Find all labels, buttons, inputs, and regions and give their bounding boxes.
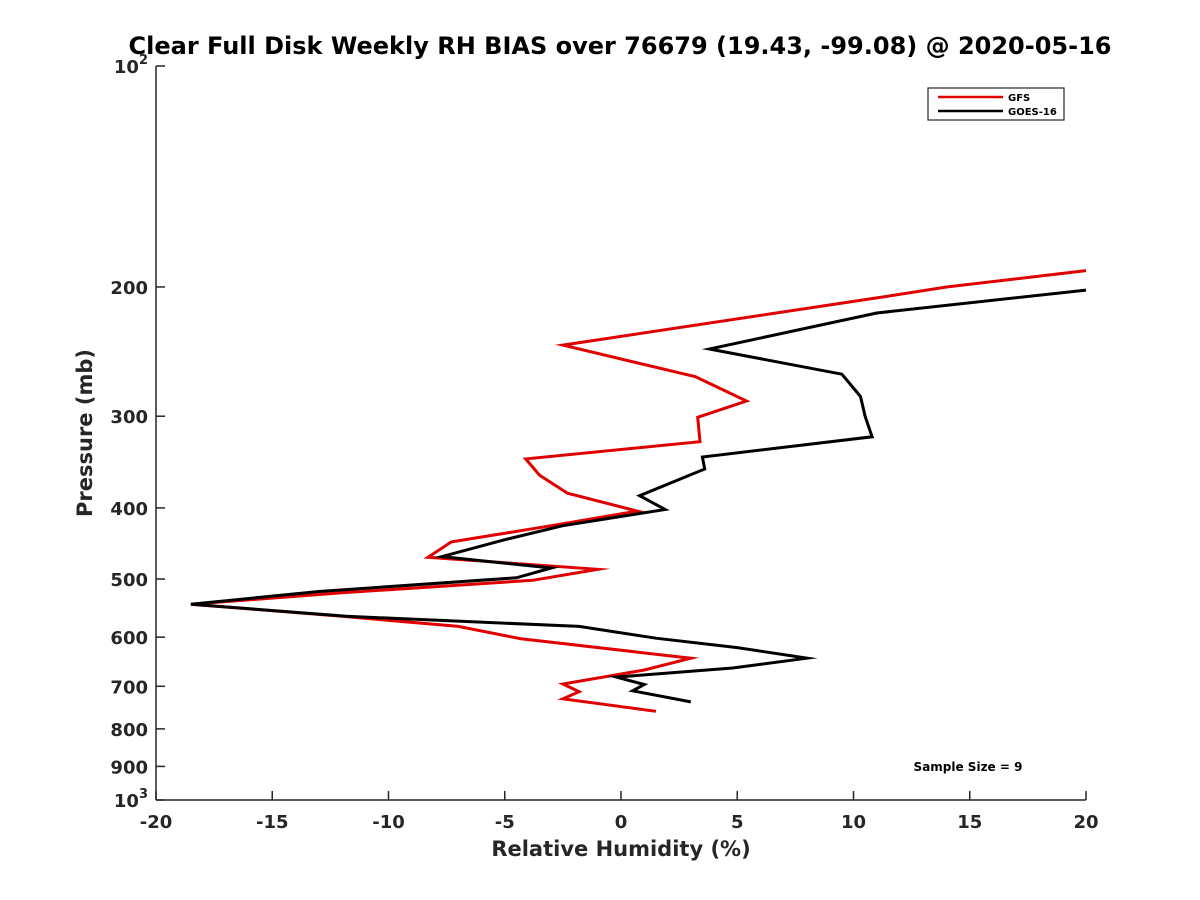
y-tick-exponent: 3	[139, 787, 148, 802]
legend-label-goes16: GOES-16	[1008, 107, 1057, 118]
x-tick-label: 15	[957, 812, 982, 833]
y-tick-exponent: 2	[139, 53, 148, 68]
x-tick-label: -20	[140, 812, 173, 833]
sample-size-annotation: Sample Size = 9	[914, 760, 1023, 774]
y-tick-label: 103	[114, 787, 148, 812]
y-tick-base: 10	[114, 791, 139, 812]
y-tick-label: 700	[110, 677, 148, 698]
series-line-goes16	[190, 288, 1087, 704]
legend-label-gfs: GFS	[1008, 93, 1030, 104]
series-line-gfs	[190, 269, 1087, 713]
legend: GFS GOES-16	[927, 87, 1065, 121]
series-group	[190, 269, 1087, 713]
y-tick-base: 10	[114, 57, 139, 78]
y-tick-label: 800	[110, 720, 148, 741]
y-tick-label: 500	[110, 570, 148, 591]
x-tick-label: -10	[372, 812, 405, 833]
y-tick-label: 300	[110, 407, 148, 428]
x-tick-label: -15	[256, 812, 289, 833]
y-axis-label: Pressure (mb)	[73, 349, 97, 517]
x-tick-label: 20	[1073, 812, 1098, 833]
x-tick-label: 5	[731, 812, 744, 833]
legend-box	[927, 87, 1065, 121]
y-tick-label: 102	[114, 53, 148, 78]
x-tick-label: 10	[841, 812, 866, 833]
chart-title: Clear Full Disk Weekly RH BIAS over 7667…	[129, 32, 1112, 60]
y-tick-label: 200	[110, 278, 148, 299]
x-tick-label: -5	[495, 812, 515, 833]
y-tick-label: 600	[110, 628, 148, 649]
y-tick-label: 400	[110, 499, 148, 520]
x-ticks: -20 -15 -10 -5 0 5 10 15 20	[140, 791, 1099, 833]
x-axis-label: Relative Humidity (%)	[491, 837, 750, 861]
x-tick-label: 0	[615, 812, 628, 833]
y-tick-label: 900	[110, 757, 148, 778]
